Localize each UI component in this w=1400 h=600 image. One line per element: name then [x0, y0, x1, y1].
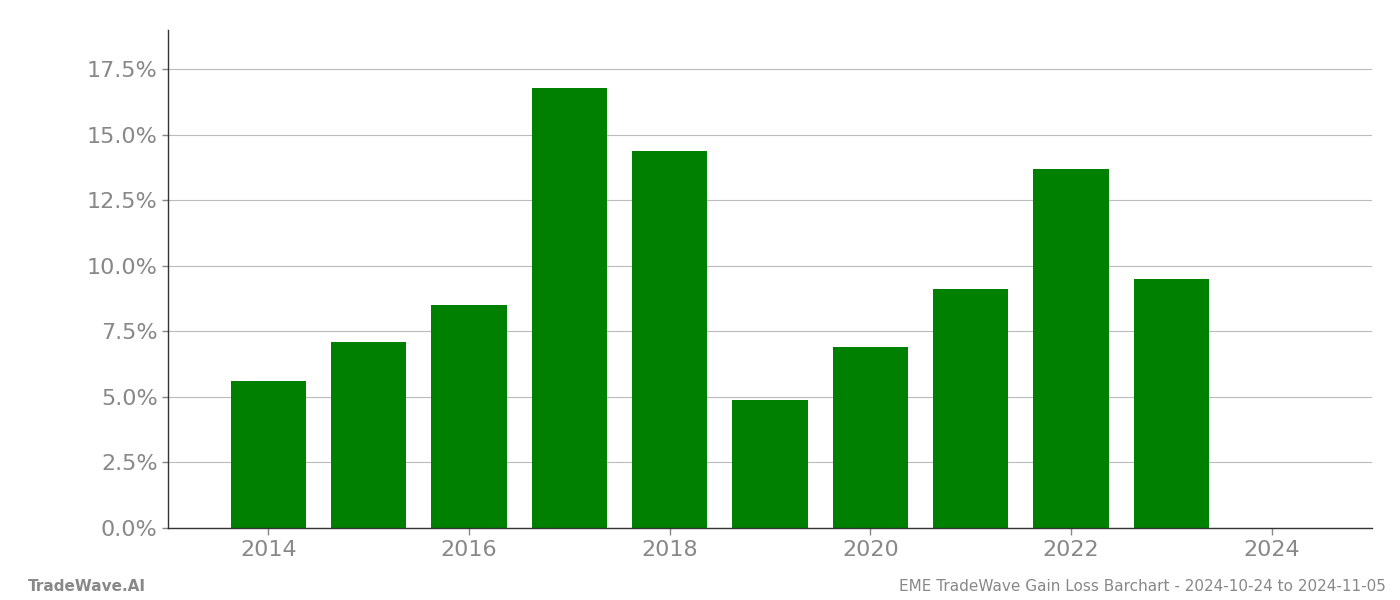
Bar [932, 289, 1008, 528]
Bar [1033, 169, 1109, 528]
Bar [532, 88, 608, 528]
Text: EME TradeWave Gain Loss Barchart - 2024-10-24 to 2024-11-05: EME TradeWave Gain Loss Barchart - 2024-… [899, 579, 1386, 594]
Bar [833, 347, 909, 528]
Text: TradeWave.AI: TradeWave.AI [28, 579, 146, 594]
Bar [330, 342, 406, 528]
Bar [431, 305, 507, 528]
Bar [231, 381, 307, 528]
Bar [1134, 279, 1210, 528]
Bar [732, 400, 808, 528]
Bar [631, 151, 707, 528]
